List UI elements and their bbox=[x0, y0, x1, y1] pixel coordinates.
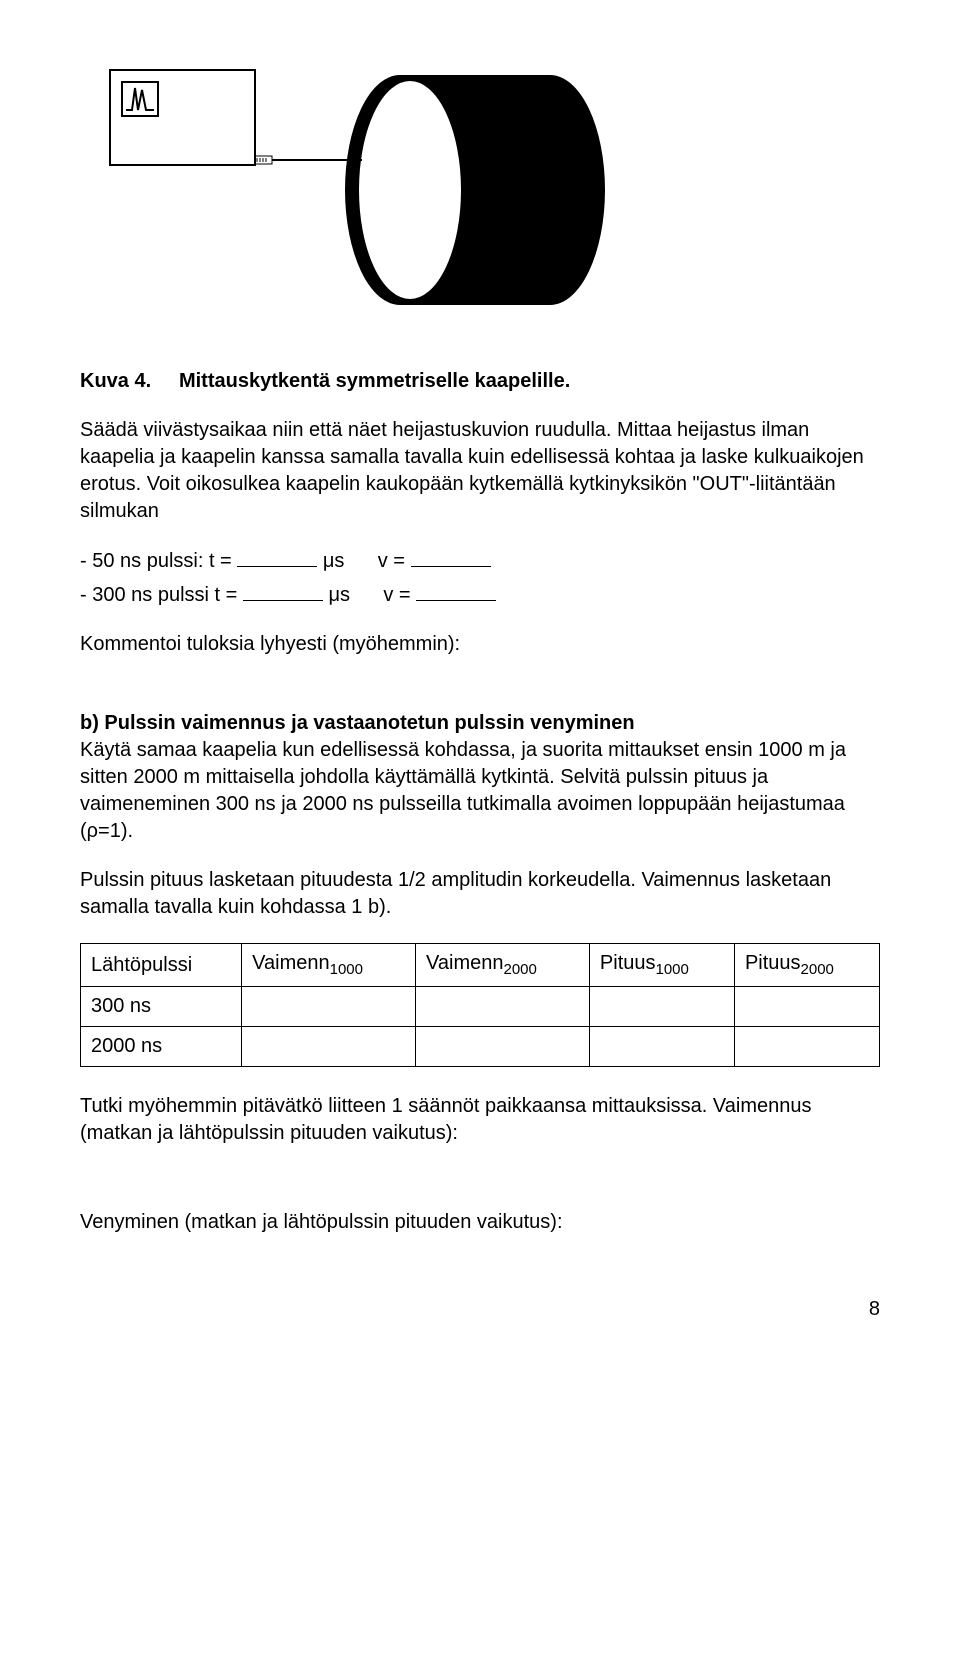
section-b-text1: Käytä samaa kaapelia kun edellisessä koh… bbox=[80, 739, 846, 842]
v-eq-1: v = bbox=[378, 550, 405, 572]
measure-line-300ns: - 300 ns pulssi t = μs v = bbox=[80, 581, 880, 609]
after-table-p1: Tutki myöhemmin pitävätkö liitteen 1 sää… bbox=[80, 1093, 880, 1147]
cell[interactable] bbox=[242, 1027, 416, 1067]
blank-t-50[interactable] bbox=[237, 547, 317, 567]
unit-us-1: μs bbox=[323, 550, 345, 572]
cell[interactable] bbox=[589, 1027, 734, 1067]
figure-caption: Kuva 4. Mittauskytkentä symmetriselle ka… bbox=[80, 368, 880, 395]
measure-line-50ns: - 50 ns pulssi: t = μs v = bbox=[80, 547, 880, 575]
th-vaimenn-2000: Vaimenn2000 bbox=[416, 944, 590, 987]
row-2000ns-label: 2000 ns bbox=[81, 1027, 242, 1067]
table-row: 300 ns bbox=[81, 987, 880, 1027]
th-pituus-2000: Pituus2000 bbox=[734, 944, 879, 987]
blank-t-300[interactable] bbox=[243, 581, 323, 601]
cell[interactable] bbox=[589, 987, 734, 1027]
cell[interactable] bbox=[734, 1027, 879, 1067]
blank-v-300[interactable] bbox=[416, 581, 496, 601]
figure-4-svg bbox=[80, 60, 640, 330]
row-300ns-label: 300 ns bbox=[81, 987, 242, 1027]
caption-lead: Kuva 4. bbox=[80, 370, 151, 392]
comment-prompt: Kommentoi tuloksia lyhyesti (myöhemmin): bbox=[80, 631, 880, 658]
figure-4 bbox=[80, 60, 880, 338]
table-header-row: Lähtöpulssi Vaimenn1000 Vaimenn2000 Pitu… bbox=[81, 944, 880, 987]
section-b-heading: b) Pulssin vaimennus ja vastaanotetun pu… bbox=[80, 712, 635, 734]
measure-300-pre: - 300 ns pulssi t = bbox=[80, 584, 237, 606]
cell[interactable] bbox=[416, 987, 590, 1027]
measure-50-pre: - 50 ns pulssi: t = bbox=[80, 550, 232, 572]
table-row: 2000 ns bbox=[81, 1027, 880, 1067]
th-vaimenn-1000: Vaimenn1000 bbox=[242, 944, 416, 987]
cell[interactable] bbox=[242, 987, 416, 1027]
th-pituus-1000: Pituus1000 bbox=[589, 944, 734, 987]
cell[interactable] bbox=[734, 987, 879, 1027]
results-table: Lähtöpulssi Vaimenn1000 Vaimenn2000 Pitu… bbox=[80, 943, 880, 1067]
blank-v-50[interactable] bbox=[411, 547, 491, 567]
section-b-text2: Pulssin pituus lasketaan pituudesta 1/2 … bbox=[80, 867, 880, 921]
v-eq-2: v = bbox=[383, 584, 410, 606]
section-b: b) Pulssin vaimennus ja vastaanotetun pu… bbox=[80, 710, 880, 845]
cell[interactable] bbox=[416, 1027, 590, 1067]
th-lahtopulssi: Lähtöpulssi bbox=[81, 944, 242, 987]
intro-paragraph: Säädä viivästysaikaa niin että näet heij… bbox=[80, 417, 880, 525]
spacer bbox=[80, 1169, 880, 1209]
after-table-p2: Venyminen (matkan ja lähtöpulssin pituud… bbox=[80, 1209, 880, 1236]
spacer bbox=[80, 680, 880, 710]
caption-text: Mittauskytkentä symmetriselle kaapelille… bbox=[179, 370, 570, 392]
unit-us-2: μs bbox=[328, 584, 350, 606]
page-number: 8 bbox=[80, 1296, 880, 1323]
